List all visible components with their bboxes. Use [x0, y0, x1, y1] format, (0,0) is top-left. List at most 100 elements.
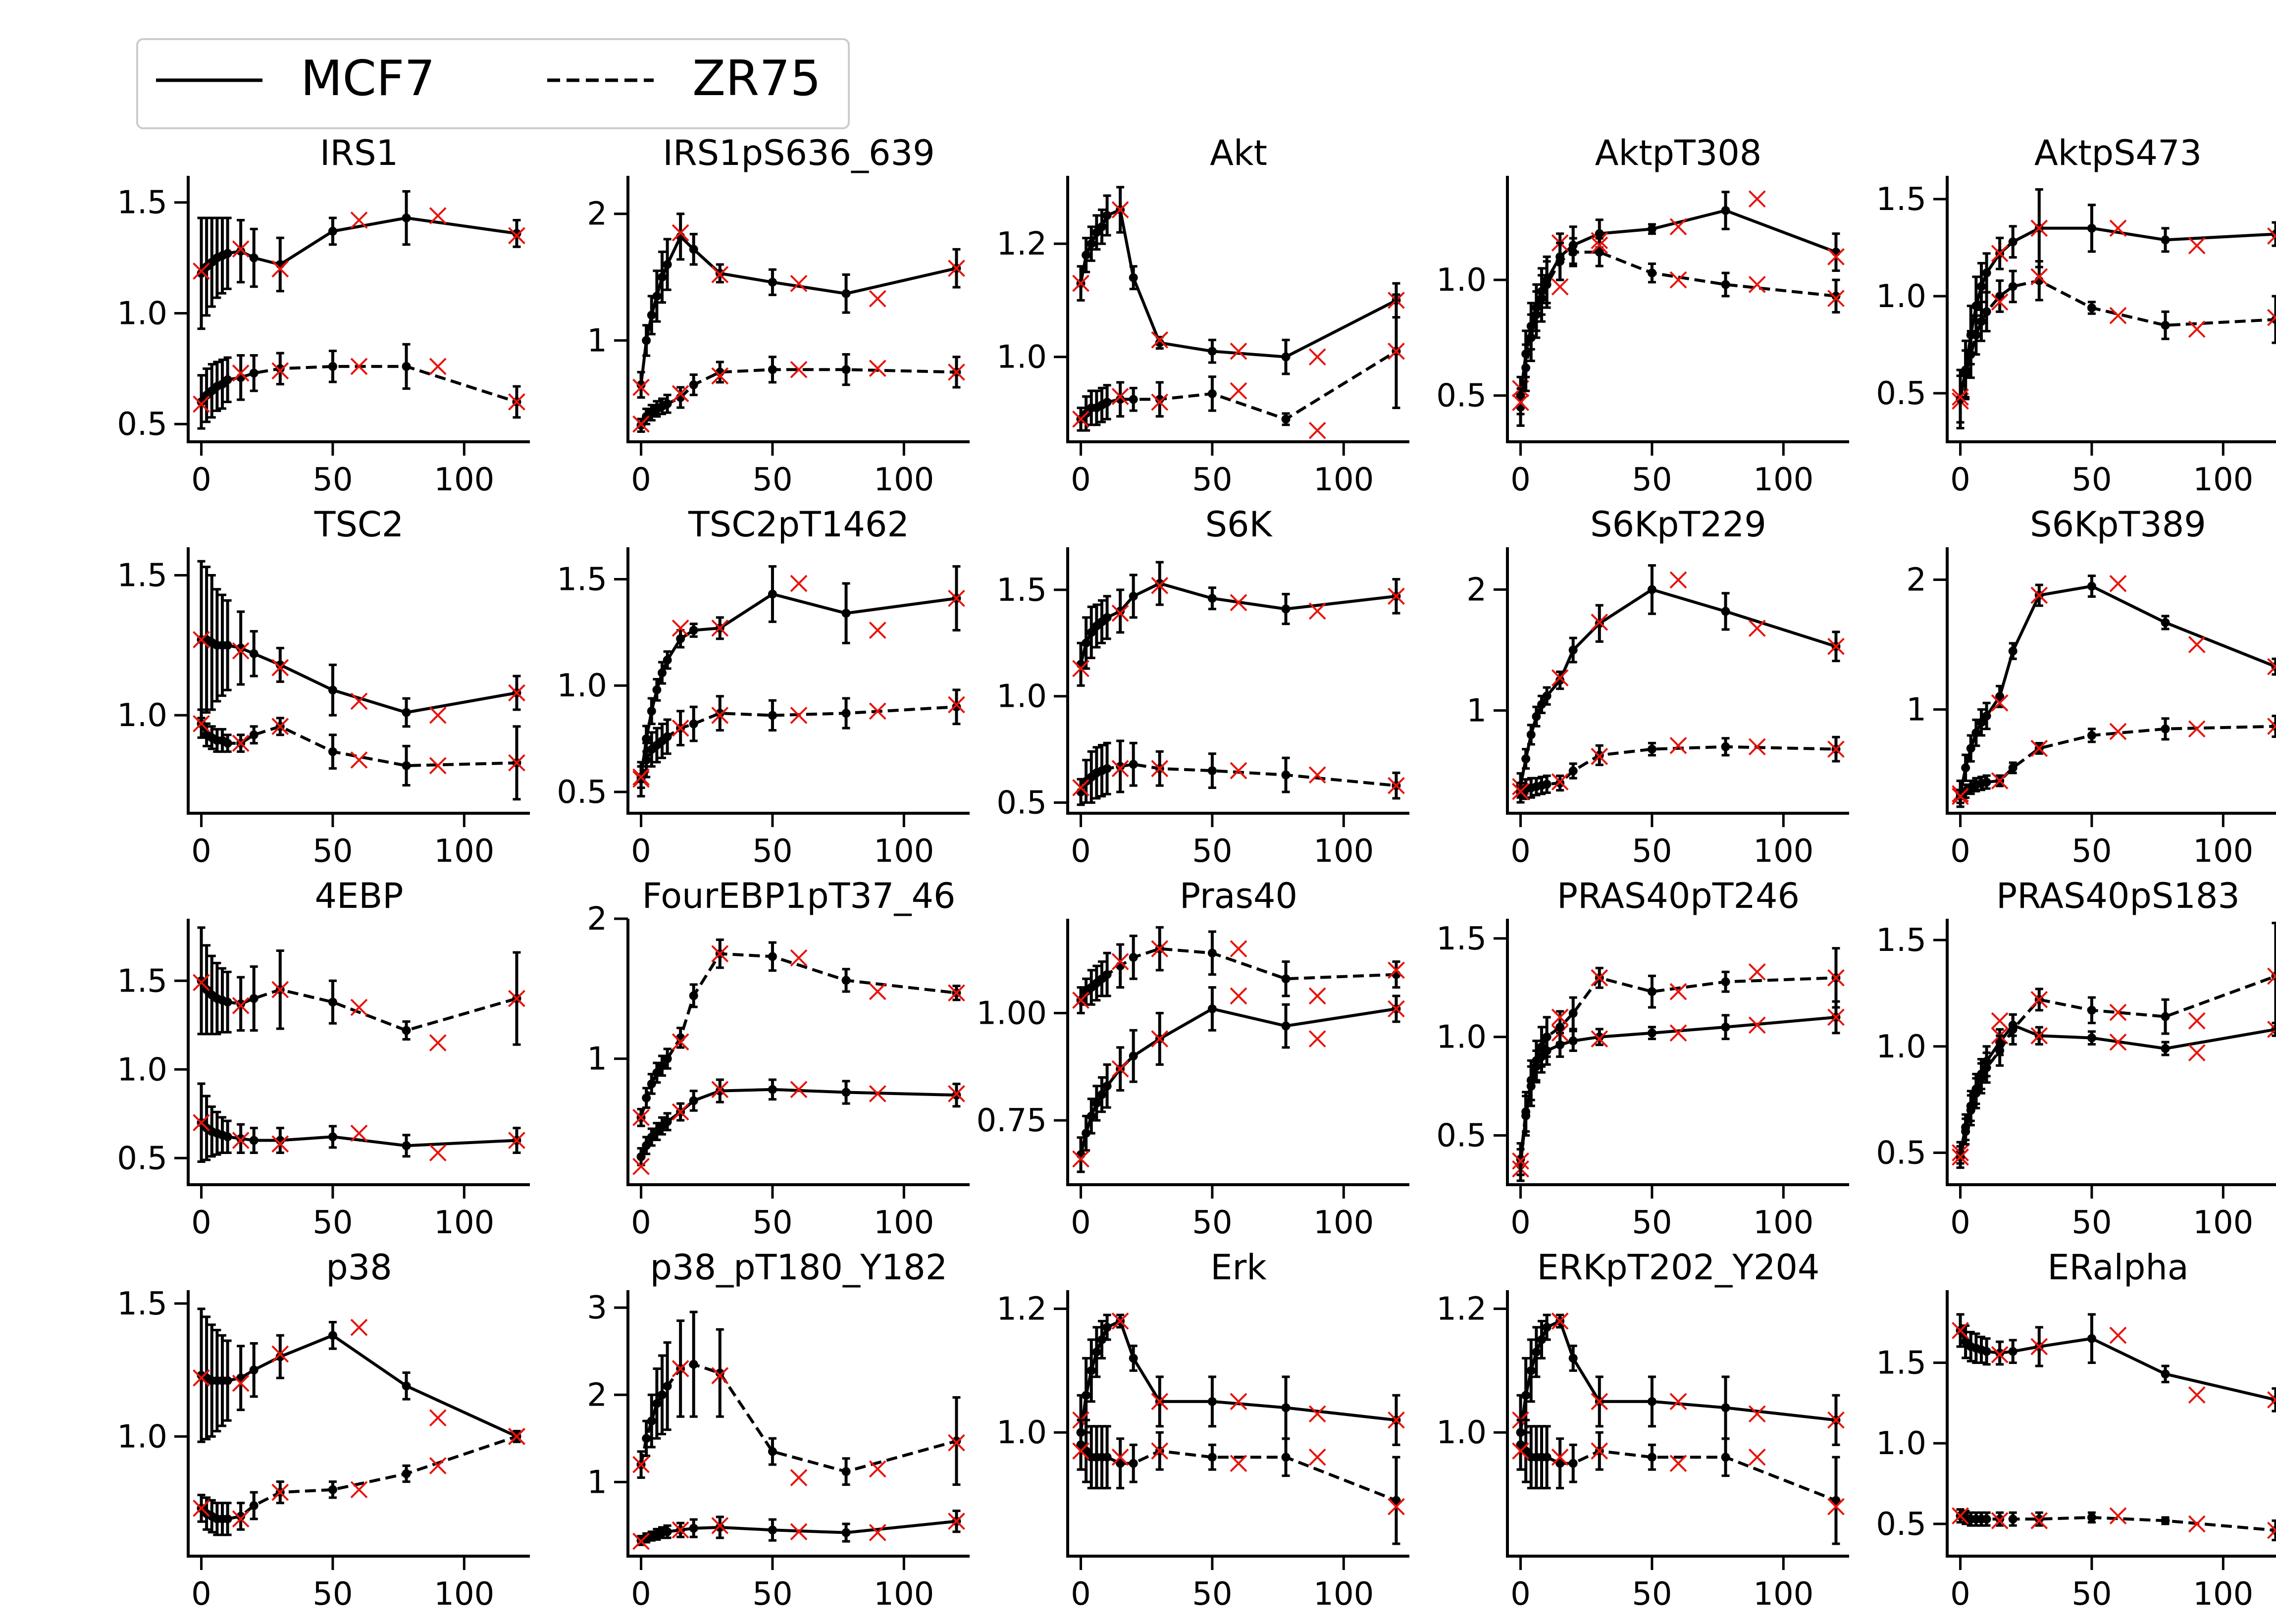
observation-stroke: [508, 1427, 525, 1445]
observation-stroke: [1551, 278, 1569, 296]
observation-stroke: [1151, 393, 1169, 411]
series-ZR75: [193, 1427, 525, 1536]
observation-stroke: [1748, 1405, 1766, 1423]
observation-stroke: [1151, 576, 1169, 594]
data-point: [768, 1447, 777, 1456]
observation-marker: [232, 642, 250, 660]
observation-stroke: [1991, 1346, 2009, 1363]
data-point: [1532, 1347, 1541, 1357]
chart-panel-S6K: S6K 0 50 100 0.5 1.0 1.5: [996, 504, 1409, 870]
observation-marker: [1512, 394, 1529, 412]
observation-marker: [1748, 1405, 1766, 1423]
observation-stroke: [1308, 348, 1326, 366]
observation-stroke: [1952, 1321, 1969, 1339]
data-point: [2087, 1005, 2096, 1015]
data-point: [223, 375, 232, 384]
data-point: [249, 730, 259, 739]
observation-marker: [232, 1510, 250, 1528]
observation-marker: [1748, 963, 1766, 981]
data-point: [841, 609, 851, 618]
observation-marker: [1230, 987, 1247, 1005]
y-tick-label: 1.0: [117, 295, 167, 332]
data-point: [1977, 718, 1986, 727]
series-line: [1080, 350, 1397, 421]
data-point: [249, 1365, 259, 1375]
observation-marker: [790, 575, 808, 592]
observation-marker: [790, 361, 808, 378]
data-point: [1995, 1515, 2005, 1524]
data-point: [1542, 1453, 1552, 1462]
data-point: [1082, 638, 1091, 648]
observation-marker: [1308, 987, 1326, 1005]
observation-marker: [1111, 953, 1129, 971]
observation-stroke: [429, 1144, 447, 1161]
observation-stroke: [672, 1360, 689, 1377]
observation-marker: [1308, 348, 1326, 366]
observation-marker: [1669, 571, 1687, 589]
panel-title: S6KpT389: [2030, 504, 2206, 545]
series-ZR75: [193, 926, 525, 1052]
data-point: [768, 277, 777, 287]
observation-marker: [1669, 1393, 1687, 1411]
observation-marker: [508, 1427, 525, 1445]
observation-marker: [508, 990, 525, 1007]
observation-marker: [508, 393, 525, 411]
observation-stroke: [1591, 613, 1608, 631]
observation-stroke: [508, 393, 525, 411]
observation-marker: [1748, 620, 1766, 637]
observation-stroke: [1669, 736, 1687, 754]
y-tick-label: 1.5: [1876, 922, 1926, 959]
series-MCF7: [1952, 1313, 2276, 1413]
observation-marker: [948, 363, 965, 381]
observation-marker: [2109, 723, 2127, 740]
series-line: [1519, 745, 1836, 794]
data-point: [652, 291, 662, 301]
observation-stroke: [632, 1532, 650, 1550]
observation-stroke: [948, 1513, 965, 1530]
observation-marker: [1072, 410, 1089, 428]
series-line: [1519, 1444, 1837, 1502]
data-point: [223, 997, 232, 1007]
data-point: [402, 708, 411, 717]
x-tick-label: 100: [1753, 462, 1813, 498]
data-point: [1982, 268, 1991, 277]
observation-marker: [1827, 969, 1845, 987]
observation-marker: [2267, 227, 2276, 245]
data-point: [1542, 280, 1552, 289]
observation-stroke: [1230, 594, 1247, 612]
data-point: [1129, 1459, 1138, 1468]
observation-marker: [232, 1132, 250, 1149]
observation-marker: [2030, 1338, 2048, 1356]
observation-marker: [948, 1434, 965, 1452]
legend-zr75-label: ZR75: [692, 51, 821, 107]
x-tick-label: 100: [1313, 462, 1374, 498]
data-point: [1568, 248, 1578, 257]
observation-stroke: [672, 1521, 689, 1539]
observation-stroke: [429, 207, 447, 224]
data-point: [328, 1132, 337, 1142]
data-point: [402, 213, 411, 223]
data-point: [1647, 744, 1656, 754]
observation-stroke: [2267, 974, 2276, 985]
data-point: [2087, 731, 2096, 740]
chart-panel-Erk: Erk 0 50 100 1.0 1.2: [996, 1247, 1409, 1613]
data-point: [402, 761, 411, 770]
series-line: [639, 1088, 957, 1157]
x-tick-label: 50: [1192, 1576, 1232, 1613]
series-line: [1959, 279, 2276, 400]
data-point: [249, 253, 259, 262]
observation-stroke: [1991, 1012, 2009, 1030]
observation-marker: [869, 1524, 886, 1541]
observation-stroke: [948, 696, 965, 714]
chart-panel-IRS1: IRS1 0 50 100 0.5 1.0 1.5: [117, 133, 530, 498]
data-point: [1097, 1090, 1106, 1100]
observation-marker: [2030, 219, 2048, 237]
observation-marker: [632, 1157, 650, 1175]
observation-marker: [869, 622, 886, 639]
observation-stroke: [1151, 1030, 1169, 1048]
data-point: [952, 1436, 961, 1446]
observation-marker: [1111, 760, 1129, 778]
observation-marker: [2188, 237, 2206, 255]
data-point: [1102, 1453, 1112, 1462]
